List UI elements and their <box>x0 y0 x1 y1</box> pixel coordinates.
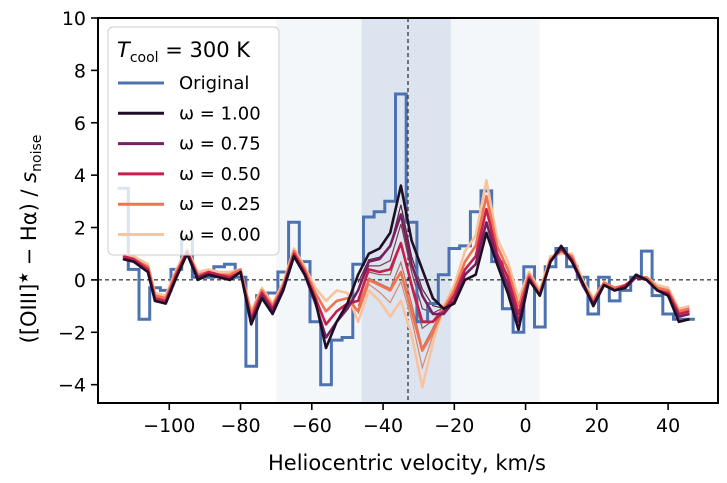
legend-label-2: ω = 0.75 <box>179 134 261 155</box>
y-tick-label: 0 <box>74 270 86 292</box>
intermediate-line-2 <box>357 223 455 314</box>
y-tick-label: 2 <box>74 218 86 240</box>
axes <box>97 17 719 404</box>
legend-label-0: Original <box>179 73 249 94</box>
x-tick-label: −100 <box>143 415 195 437</box>
intermediate-line-1 <box>357 204 455 309</box>
x-axis-label: Heliocentric velocity, km/s <box>268 451 546 475</box>
reference-lines <box>98 18 718 403</box>
y-tick-label: 4 <box>74 165 86 187</box>
series-original-line <box>117 92 695 387</box>
y-ticks: −4 −2 0 2 4 6 8 10 <box>58 8 98 397</box>
series-lines <box>117 92 695 389</box>
ylabel-s: s <box>17 172 41 183</box>
y-axis-label: ([OIII]★ − Hα) / snoise <box>17 135 45 344</box>
legend-label-1: ω = 1.00 <box>179 103 261 124</box>
y-tick-label: 8 <box>74 60 86 82</box>
y-tick-label: −4 <box>58 375 86 397</box>
legend: Tcool = 300 K Original ω = 1.00 ω = 0.75 ω =… <box>107 26 280 256</box>
legend-label-5: ω = 0.00 <box>179 225 261 246</box>
x-tick-label: 0 <box>520 415 532 437</box>
x-tick-label: 20 <box>585 415 609 437</box>
ylabel-rest: − Hα) / <box>17 183 41 272</box>
x-tick-label: 40 <box>656 415 680 437</box>
y-tick-label: −2 <box>58 322 86 344</box>
legend-title: Tcool = 300 K <box>117 38 251 66</box>
x-tick-label: −60 <box>292 415 332 437</box>
plot-frame <box>97 17 719 404</box>
x-ticks: −100 −80 −60 −40 −20 0 20 40 <box>143 403 680 437</box>
y-tick-label: 6 <box>74 113 86 135</box>
ylabel-sub: noise <box>29 135 45 172</box>
x-tick-label: −40 <box>363 415 403 437</box>
ylabel-main: ([OIII] <box>17 284 41 344</box>
ylabel-sup: ★ <box>17 272 32 284</box>
legend-label-3: ω = 0.50 <box>179 164 261 185</box>
series-line-0 <box>122 184 690 350</box>
x-tick-label: −80 <box>220 415 260 437</box>
y-tick-label: 10 <box>62 8 86 30</box>
legend-label-4: ω = 0.25 <box>179 194 261 215</box>
x-tick-label: −20 <box>434 415 474 437</box>
